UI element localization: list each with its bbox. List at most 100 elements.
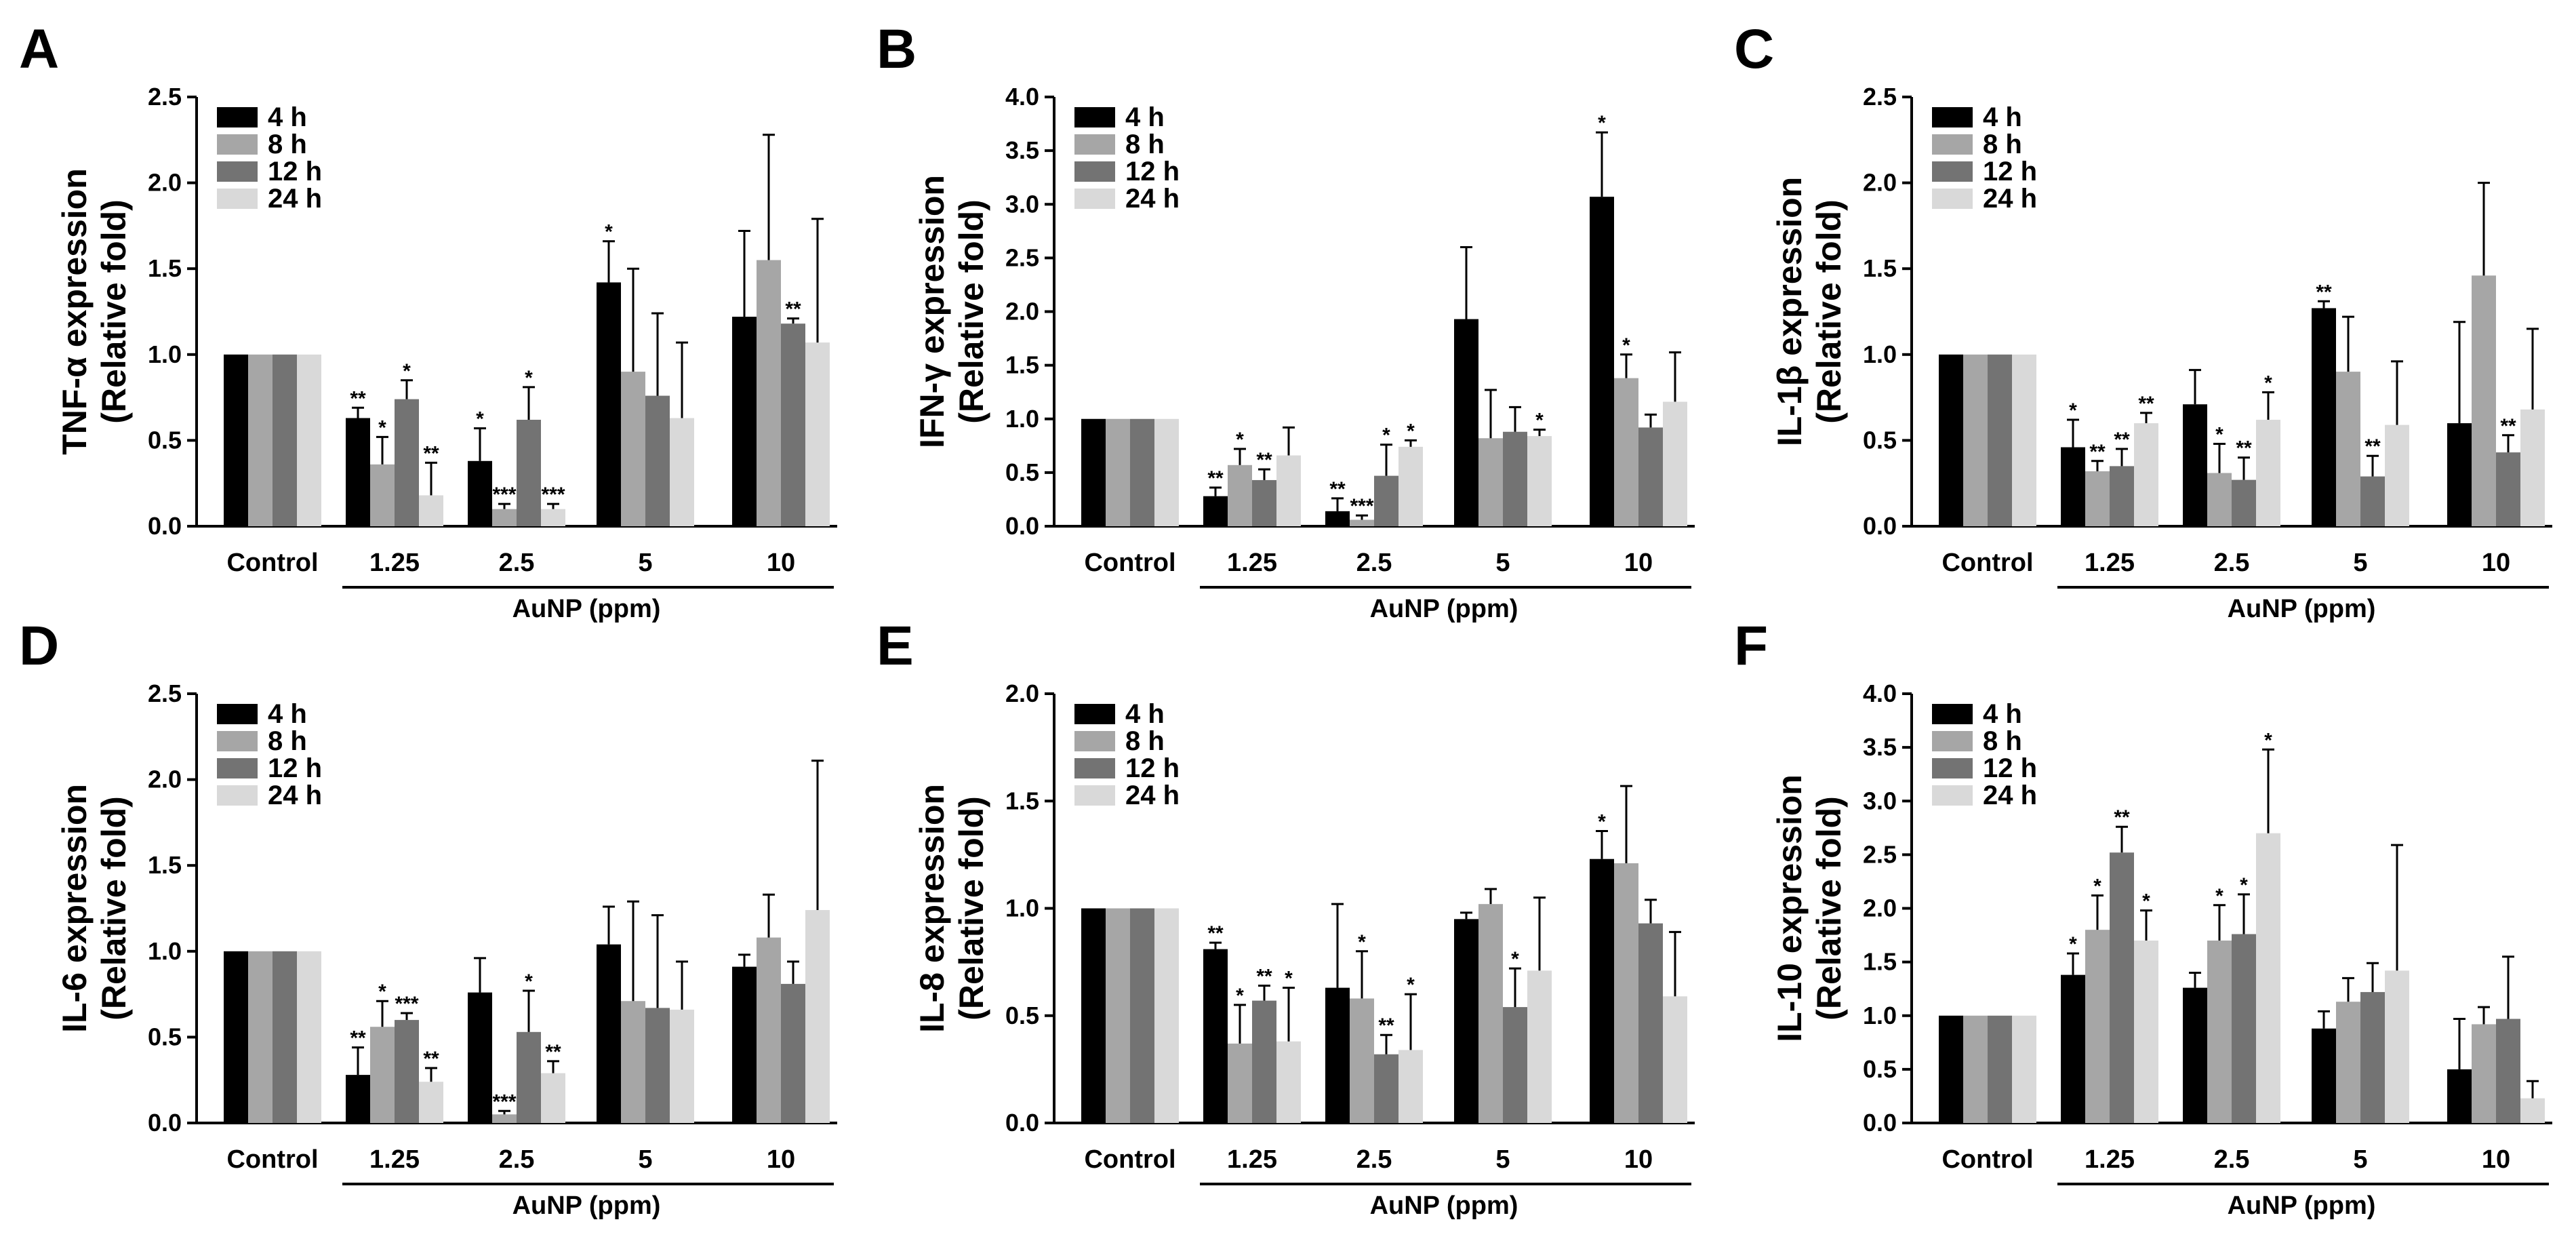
panel-e: E 0.0 0.5 1.0 1.5 2.0 IL-8 expression (Relative… [877,615,1695,1220]
legend: 4 h8 h12 h24 h [1074,102,1180,214]
bar [1154,908,1179,1123]
legend-swatch [1074,107,1115,127]
y-tick-label: 1.0 [1863,1002,1897,1029]
bar [757,260,781,526]
bar [2472,275,2496,526]
bar [2447,423,2472,526]
legend-label: 12 h [1125,753,1180,783]
bar [370,464,395,526]
significance-mark: ** [1207,467,1224,490]
bar [2496,1019,2520,1123]
bar [1454,919,1478,1123]
bar [1478,438,1503,526]
bar [1503,1007,1527,1123]
bar [2232,479,2256,526]
legend-label: 4 h [1125,699,1165,729]
x-tick-label: 1.25 [1227,549,1277,577]
y-label-line-2: (Relative fold) [1810,199,1848,424]
y-label-line-2: (Relative fold) [95,199,133,424]
y-tick-label: 0.5 [1863,426,1897,454]
x-axis-label: AuNP (ppm) [1370,1191,1518,1220]
bar [2183,404,2207,526]
significance-mark: * [1285,968,1293,990]
significance-mark: ** [2500,415,2516,437]
y-tick-label: 0.5 [148,1023,182,1050]
significance-mark: * [2215,423,2223,446]
bar [1527,436,1552,526]
y-tick-label: 1.0 [148,340,182,368]
legend-swatch [1074,704,1115,724]
y-tick-label: 0.0 [1005,512,1039,540]
bar [1590,197,1614,526]
bar [2447,1069,2472,1123]
x-tick-label: 1.25 [2085,1145,2135,1174]
legend-label: 4 h [268,102,307,132]
panel-letter: A [19,18,59,80]
y-tick-label: 2.5 [1863,83,1897,111]
legend-label: 4 h [1983,699,2022,729]
x-tick-label: 2.5 [499,1145,535,1174]
y-tick-label: 1.0 [1863,340,1897,368]
x-tick-label: Control [1941,1145,2033,1174]
y-tick-label: 0.5 [1005,1002,1039,1029]
panel-c: C 0.0 0.5 1.0 1.5 2.0 2.5 IL-1β expression (Rela… [1734,18,2552,623]
significance-mark: ** [423,1048,439,1070]
bar [297,354,321,526]
bar [2360,476,2385,526]
bar [517,1031,541,1123]
x-tick-label: 10 [1624,1145,1653,1174]
significance-mark: * [476,408,484,431]
bar [1130,418,1154,526]
x-tick-label: 5 [2353,1145,2367,1174]
significance-mark: * [2069,399,2077,422]
significance-mark: * [1598,112,1606,134]
x-tick-label: 1.25 [369,1145,420,1174]
y-tick-label: 2.0 [148,169,182,197]
bar [1350,998,1374,1123]
y-label-line-2: (Relative fold) [95,796,133,1021]
bar [1374,1054,1398,1123]
x-axis-label: AuNP (ppm) [512,595,661,623]
panel-letter: B [877,18,917,80]
bar [2134,423,2158,526]
significance-mark: ** [785,298,801,321]
x-axis-label: AuNP (ppm) [512,1191,661,1220]
bar [1988,1015,2012,1123]
legend-label: 4 h [268,699,307,729]
legend-label: 8 h [1983,130,2022,159]
significance-mark: *** [1350,495,1373,517]
legend-label: 24 h [268,184,322,214]
y-tick-label: 2.0 [1005,298,1039,325]
bar [419,495,443,526]
significance-mark: *** [492,484,516,506]
bar [645,1008,670,1123]
legend: 4 h8 h12 h24 h [1932,699,2037,810]
significance-mark: * [2264,372,2272,395]
x-tick-label: 10 [767,1145,795,1174]
bar [1663,996,1687,1123]
legend-swatch [1932,134,1973,155]
bar [1081,418,1106,526]
significance-mark: * [525,367,533,389]
bar [1638,923,1663,1123]
bar [2207,473,2232,526]
bar [346,1075,370,1123]
y-tick-label: 0.0 [148,512,182,540]
significance-mark: ** [1378,1014,1394,1037]
legend-swatch [1074,189,1115,209]
panel-b: B 0.0 0.5 1.0 1.5 2.0 2.5 3.0 3.5 4.0 IFN-γ expres… [877,18,1695,623]
legend-swatch [1074,134,1115,155]
bar [1252,479,1276,526]
bar [2110,466,2134,526]
significance-mark: ** [350,1027,366,1050]
legend-label: 4 h [1983,102,2022,132]
y-tick-label: 2.5 [148,83,182,111]
panel-letter: C [1734,18,1774,80]
significance-mark: ** [2089,441,2106,463]
y-tick-label: 0.0 [1863,1109,1897,1137]
significance-mark: * [1236,429,1244,451]
significance-mark: ** [423,442,439,465]
bar [248,354,273,526]
bar [2183,987,2207,1123]
bar [395,1020,419,1123]
